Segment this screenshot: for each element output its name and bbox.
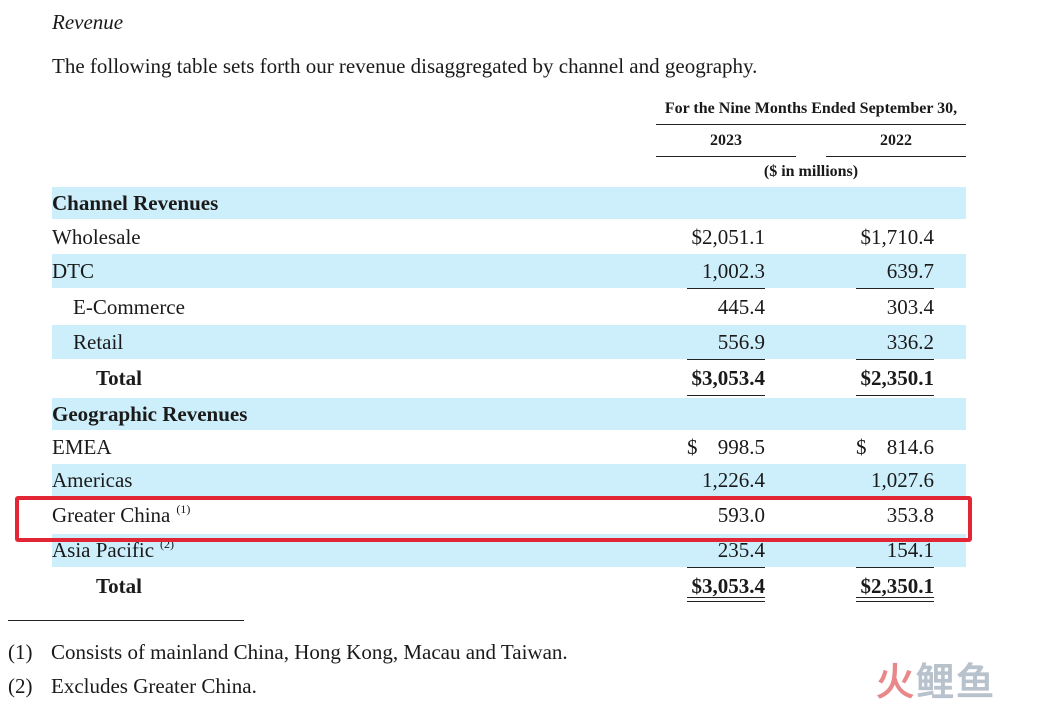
table-row-greater-china: Greater China (1) 593.0 353.8 bbox=[52, 498, 966, 532]
total-2023: $3,053.4 bbox=[691, 365, 766, 390]
value-2023: $2,051.1 bbox=[691, 224, 766, 249]
row-label: EMEA bbox=[52, 434, 112, 459]
footnote-1: (1) Consists of mainland China, Hong Kong… bbox=[8, 638, 568, 666]
table-row: Wholesale $2,051.1 $1,710.4 bbox=[52, 221, 966, 253]
footnote-text: Consists of mainland China, Hong Kong, M… bbox=[51, 640, 568, 664]
dollar-sign-2023: $ bbox=[687, 434, 698, 459]
value-2023: 593.0 bbox=[717, 502, 765, 527]
watermark-part-2: 鲤鱼 bbox=[916, 660, 997, 704]
row-label: Retail bbox=[73, 329, 124, 354]
year-rule-2023 bbox=[656, 156, 796, 157]
value-2022: 154.1 bbox=[886, 538, 934, 562]
table-row: Americas 1,226.4 1,027.6 bbox=[52, 464, 966, 496]
year-2022-header: 2022 bbox=[880, 132, 912, 149]
value-2022: $1,710.4 bbox=[860, 224, 935, 249]
channel-heading: Channel Revenues bbox=[52, 190, 219, 215]
subtotal-rule bbox=[687, 359, 765, 360]
subtotal-rule bbox=[687, 567, 765, 568]
geo-heading: Geographic Revenues bbox=[52, 401, 248, 426]
geo-heading-row: Geographic Revenues bbox=[52, 398, 966, 430]
subtotal-rule bbox=[687, 288, 765, 289]
intro-text: The following table sets forth our reven… bbox=[52, 54, 758, 78]
total-label: Total bbox=[96, 573, 142, 598]
row-label-text: Greater China bbox=[52, 502, 171, 527]
units-label: ($ in millions) bbox=[763, 163, 859, 180]
total-2022: $2,350.1 bbox=[860, 573, 935, 598]
watermark-part-1: 火 bbox=[876, 660, 917, 704]
subtotal-rule bbox=[856, 567, 934, 568]
table-row: EMEA $ 998.5 $ 814.6 bbox=[52, 431, 966, 463]
row-label: Americas bbox=[52, 467, 133, 492]
total-double-rule bbox=[856, 597, 934, 602]
subtotal-rule bbox=[856, 359, 934, 360]
header-rule bbox=[656, 124, 966, 125]
row-label: E-Commerce bbox=[73, 294, 185, 319]
value-2022: 814.6 bbox=[886, 434, 934, 459]
value-2022: 336.2 bbox=[886, 329, 934, 354]
total-2022: $2,350.1 bbox=[860, 365, 935, 390]
value-2022: 639.7 bbox=[886, 258, 934, 283]
value-2023: 445.4 bbox=[717, 294, 765, 319]
value-2023: 1,226.4 bbox=[702, 467, 765, 492]
value-2022: 1,027.6 bbox=[871, 467, 934, 492]
geo-total-row: Total $3,053.4 $2,350.1 bbox=[52, 569, 966, 603]
channel-heading-row: Channel Revenues bbox=[52, 187, 966, 219]
highlight-box bbox=[15, 496, 972, 542]
footnote-rule bbox=[8, 620, 244, 621]
footnote-text: Excludes Greater China. bbox=[51, 674, 257, 698]
value-2023: 1,002.3 bbox=[702, 258, 765, 283]
watermark-logo: 火鲤鱼 bbox=[876, 660, 996, 704]
value-2023: 556.9 bbox=[717, 329, 765, 354]
value-2022: 353.8 bbox=[886, 502, 934, 527]
row-label: DTC bbox=[52, 258, 94, 283]
period-header: For the Nine Months Ended September 30, bbox=[664, 100, 958, 117]
footnote-2: (2) Excludes Greater China. bbox=[8, 672, 257, 700]
footnote-ref: (1) bbox=[176, 501, 191, 516]
table-row: DTC 1,002.3 639.7 bbox=[52, 254, 966, 289]
subtotal-rule bbox=[856, 288, 934, 289]
value-2023: 998.5 bbox=[717, 434, 765, 459]
total-2023: $3,053.4 bbox=[691, 573, 766, 598]
row-label: Greater China (1) bbox=[52, 498, 190, 532]
value-2022: 303.4 bbox=[886, 294, 934, 319]
dollar-sign-2022: $ bbox=[856, 434, 867, 459]
year-2023-header: 2023 bbox=[710, 132, 742, 149]
row-label: Wholesale bbox=[52, 224, 141, 249]
row-label-text: Asia Pacific bbox=[52, 538, 155, 562]
value-2023: 235.4 bbox=[717, 538, 765, 562]
channel-total-row: Total $3,053.4 $2,350.1 bbox=[52, 361, 966, 400]
total-label: Total bbox=[96, 365, 142, 390]
year-rule-2022 bbox=[826, 156, 966, 157]
table-row: Retail 556.9 336.2 bbox=[52, 325, 966, 360]
footnote-number: (1) bbox=[8, 640, 33, 664]
footnote-number: (2) bbox=[8, 674, 33, 698]
section-title: Revenue bbox=[52, 10, 124, 34]
total-double-rule bbox=[687, 597, 765, 602]
table-row: E-Commerce 445.4 303.4 bbox=[52, 290, 966, 324]
